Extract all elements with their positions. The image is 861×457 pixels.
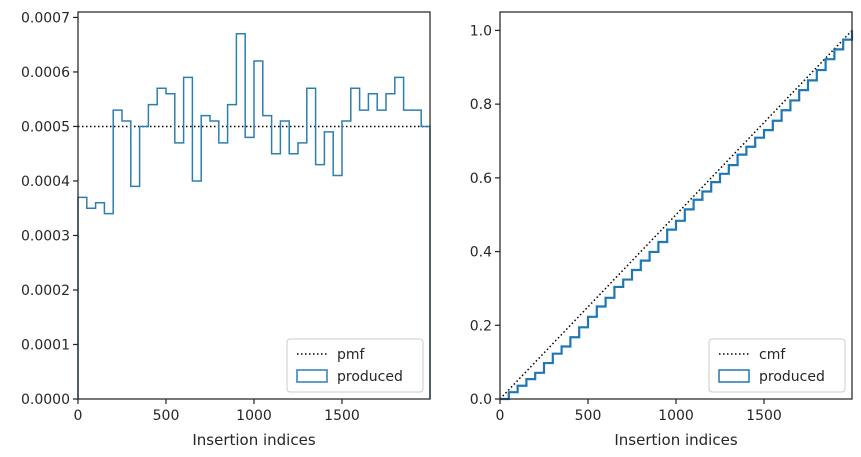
legend-label-produced: produced — [759, 369, 825, 385]
legend-swatch-produced — [296, 369, 328, 383]
legend-label-cmf: cmf — [759, 347, 786, 363]
x-tick-label: 1500 — [324, 408, 360, 424]
y-tick-label: 0.0 — [470, 392, 492, 408]
legend-swatch-produced — [718, 369, 750, 383]
y-tick-label: 0.0003 — [21, 228, 70, 244]
left-pmf-panel: 0 500 1000 1500 0.0000 0.0001 0.0002 0.0003 0.00… — [21, 10, 431, 449]
x-axis-label: Insertion indices — [192, 431, 315, 449]
legend-label-pmf: pmf — [337, 347, 366, 363]
legend-label-produced: produced — [337, 369, 403, 385]
y-tick-label: 0.8 — [470, 97, 492, 113]
x-axis-label: Insertion indices — [614, 431, 737, 449]
y-tick-label: 0.0005 — [21, 119, 70, 135]
y-tick-label: 0.0002 — [21, 283, 70, 299]
x-tick-label: 500 — [153, 408, 180, 424]
y-tick-label: 0.4 — [470, 245, 492, 261]
x-tick-label: 500 — [575, 408, 602, 424]
y-tick-label: 0.0001 — [21, 337, 70, 353]
x-tick-label: 0 — [496, 408, 505, 424]
y-tick-label: 0.0004 — [21, 174, 70, 190]
x-tick-label: 1500 — [746, 408, 782, 424]
y-tick-label: 0.0007 — [21, 10, 70, 26]
produced-step-line — [77, 33, 431, 399]
x-tick-label: 0 — [74, 408, 83, 424]
y-tick-label: 0.0006 — [21, 65, 70, 81]
legend-box — [708, 338, 846, 393]
y-tick-label: 0.6 — [470, 171, 492, 187]
x-tick-label: 1000 — [236, 408, 272, 424]
legend-box — [286, 338, 424, 393]
right-cmf-panel: 0 500 1000 1500 0.0 0.2 0.4 0.6 0.8 1.0 Insertion … — [470, 11, 854, 449]
y-tick-label: 1.0 — [470, 23, 492, 39]
cmf-reference-line — [499, 29, 853, 400]
y-tick-label: 0.0000 — [21, 392, 70, 408]
y-tick-label: 0.2 — [470, 318, 492, 334]
x-tick-label: 1000 — [658, 408, 694, 424]
produced-step-line — [500, 30, 854, 401]
